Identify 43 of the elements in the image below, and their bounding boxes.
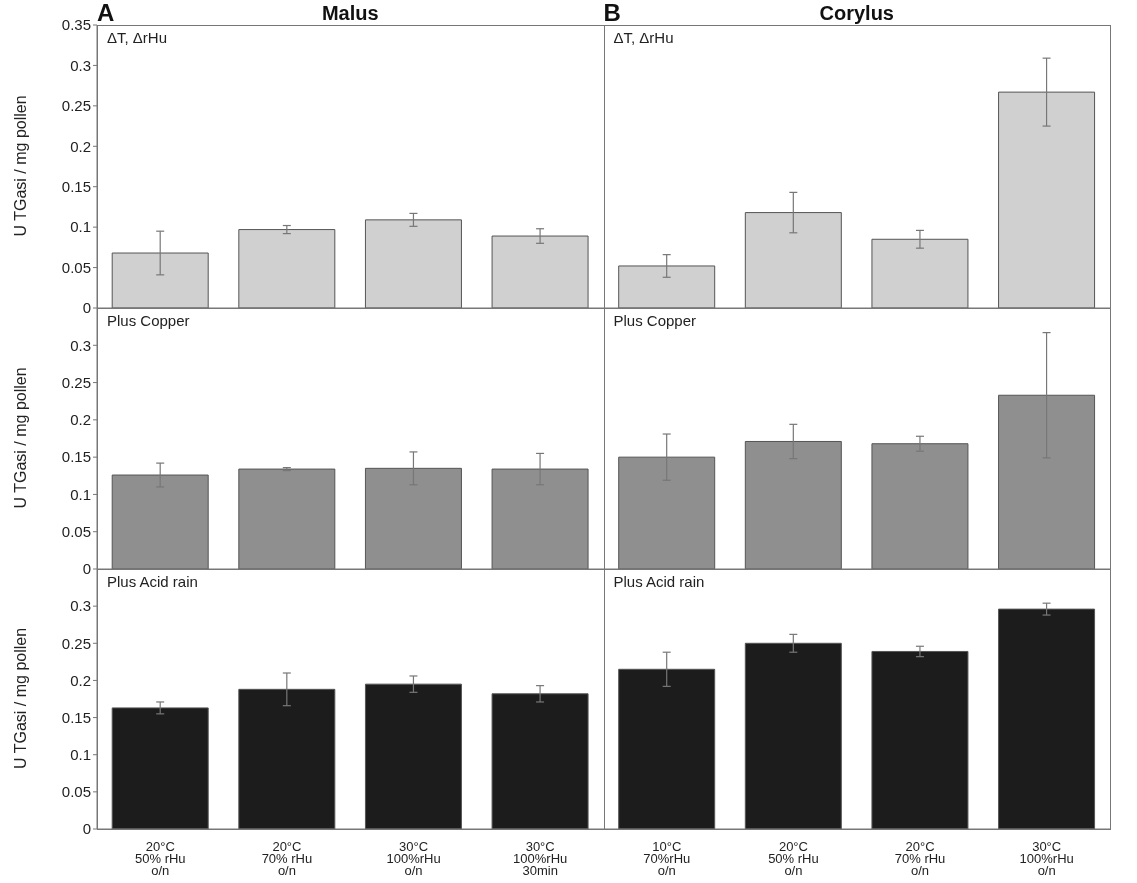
- y-tick-label: 0.3: [70, 336, 91, 354]
- y-tick-label: 0.2: [70, 411, 91, 429]
- y-tick-label: 0.15: [61, 178, 91, 196]
- annotation: ΔT, ΔrHu: [107, 29, 168, 46]
- y-tick-label: 0: [82, 299, 91, 317]
- x-tick-label: 30°C 100%rHu o/n: [386, 839, 441, 878]
- annotation: A: [97, 0, 115, 26]
- y-tick-label: 0: [82, 560, 91, 578]
- y-axis-title: U TGasi / mg pollen: [11, 95, 29, 237]
- y-tick-label: 0.35: [61, 16, 91, 34]
- annotation: ΔT, ΔrHu: [613, 29, 674, 46]
- x-tick-label: 20°C 50% rHu o/n: [135, 839, 186, 878]
- y-tick-label: 0.2: [70, 137, 91, 155]
- y-tick-label: 0.15: [61, 708, 91, 726]
- annotation: Plus Copper: [613, 312, 697, 329]
- text: Corylus: [818, 2, 895, 24]
- annotation: Plus Acid rain: [107, 573, 198, 590]
- y-tick-label: 0.25: [61, 373, 91, 391]
- y-tick-label: 0.05: [61, 523, 91, 541]
- x-tick-label: 20°C 50% rHu o/n: [768, 839, 819, 878]
- y-tick-label: 0.3: [70, 597, 91, 615]
- y-tick-label: 0.1: [70, 218, 91, 236]
- x-tick-label: 30°C 100%rHu 30min: [513, 839, 568, 878]
- y-tick-label: 0.15: [61, 448, 91, 466]
- y-tick-label: 0.25: [61, 634, 91, 652]
- y-tick-label: 0.05: [61, 258, 91, 276]
- text: Malus: [320, 2, 380, 24]
- annotation: Plus Acid rain: [613, 573, 705, 590]
- y-tick-label: 0.05: [61, 783, 91, 801]
- y-tick-label: 0: [82, 820, 91, 838]
- annotation: B: [603, 0, 621, 26]
- x-tick-label: 20°C 70% rHu o/n: [894, 839, 946, 878]
- y-axis-title: U TGasi / mg pollen: [11, 627, 29, 769]
- annotation: Plus Copper: [107, 312, 190, 329]
- x-tick-label: 10°C 70%rHu o/n: [643, 839, 691, 878]
- y-tick-label: 0.1: [70, 485, 91, 503]
- x-tick-label: 20°C 70% rHu o/n: [261, 839, 313, 878]
- x-tick-label: 30°C 100%rHu o/n: [1019, 839, 1074, 878]
- y-tick-label: 0.25: [61, 97, 91, 115]
- y-tick-label: 0.1: [70, 746, 91, 764]
- y-axis-title: U TGasi / mg pollen: [11, 367, 29, 509]
- y-tick-label: 0.3: [70, 56, 91, 74]
- y-tick-label: 0.2: [70, 671, 91, 689]
